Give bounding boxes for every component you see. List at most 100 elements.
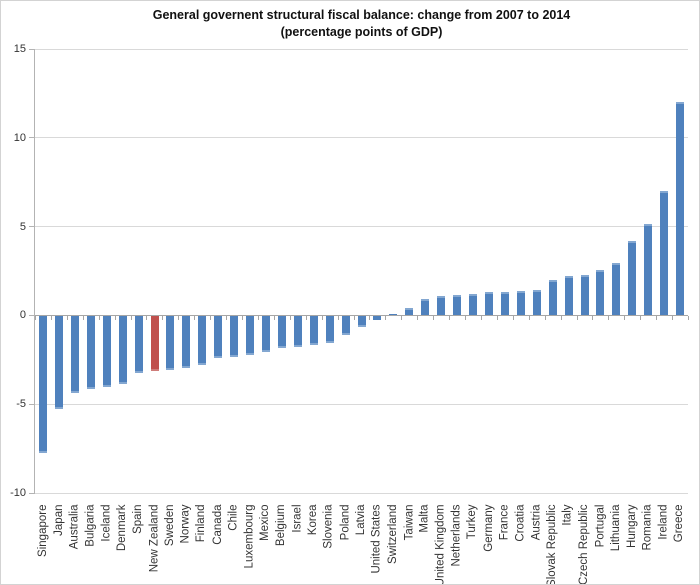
x-axis-label-slovenia: Slovenia [323,504,336,549]
x-tick-mark [67,315,68,320]
bar-singapore [39,316,47,454]
bar-end-highlight [564,276,573,279]
x-tick-mark [385,315,386,320]
x-tick-mark [178,315,179,320]
x-axis-label-new-zealand: New Zealand [148,504,160,573]
bar-end-highlight [341,332,350,335]
bar-united-states [373,316,382,320]
x-axis-label-singapore: Singapore [36,504,49,557]
x-axis-label-france: France [498,504,511,541]
x-axis-label-iceland: Iceland [100,504,113,542]
bar-end-highlight [198,363,207,366]
bar-denmark [118,316,127,384]
x-axis-label-hungary: Hungary [625,504,638,548]
plot-area [29,48,689,494]
y-axis-label: 15 [13,43,26,55]
bar-mexico [261,316,270,352]
gridline-10 [35,137,688,139]
bar-end-highlight [516,290,525,293]
bar-end-highlight [293,345,302,348]
bar-new-zealand [150,316,159,372]
bar-germany [484,292,493,316]
bar-end-highlight [644,223,653,226]
x-axis-label-latvia: Latvia [355,504,367,536]
bar-end-highlight [421,298,430,301]
bar-japan [54,316,63,409]
bar-iceland [102,316,111,388]
x-tick-mark [513,315,514,320]
bar-czech-republic [580,274,589,316]
x-tick-mark [465,315,466,320]
bar-croatia [516,290,525,316]
bar-end-highlight [309,342,318,345]
bar-france [500,292,509,316]
bar-end-highlight [246,353,254,356]
x-tick-mark [672,315,673,320]
x-axis-label-chile: Chile [227,504,240,531]
bar-end-highlight [118,381,127,384]
x-tick-mark [481,315,482,320]
x-tick-mark [226,315,227,320]
x-tick-mark [577,315,578,320]
bar-poland [341,316,350,335]
y-tick-mark [29,403,34,405]
bar-taiwan [405,308,414,316]
x-axis-label-germany: Germany [482,504,495,552]
x-axis-label-luxembourg: Luxembourg [243,504,256,569]
bar-end-highlight [548,279,557,282]
bar-end-highlight [660,191,669,194]
bar-united-kingdom [437,295,446,316]
bar-switzerland [389,313,398,316]
bar-end-highlight [612,263,621,265]
x-axis-label-sweden: Sweden [163,504,176,547]
x-tick-mark [561,315,562,320]
zero-axis-line [35,314,688,316]
bar-end-highlight [277,346,286,349]
bar-turkey [469,294,477,316]
x-tick-mark [545,315,546,320]
bar-lithuania [612,263,621,316]
x-axis-label-australia: Australia [68,504,81,550]
bar-malta [421,298,430,316]
y-axis-labels: 15 10 5 0 -5 -10 [1,44,30,499]
y-axis-label: -5 [16,398,26,411]
x-axis-label-croatia: Croatia [514,504,527,542]
x-axis-label-united-states: United States [370,504,383,574]
x-axis-label-spain: Spain [132,504,144,534]
bar-australia [70,316,79,393]
bar-end-highlight [532,289,541,292]
x-axis-label-malta: Malta [418,504,431,533]
bar-israel [293,316,302,348]
x-axis-label-mexico: Mexico [259,504,272,541]
x-tick-mark [433,315,434,320]
bar-luxembourg [246,316,254,356]
bar-romania [644,223,653,316]
x-axis-label-slovak-republic: Slovak Republic [546,504,559,585]
x-tick-mark [624,315,625,320]
y-axis-label: 5 [19,220,26,233]
bar-norway [182,316,191,368]
bar-ireland [660,191,669,316]
bar-end-highlight [182,365,191,368]
bar-end-highlight [54,406,63,409]
bar-canada [214,316,223,359]
x-axis-label-ireland: Ireland [657,504,670,540]
x-tick-mark [322,315,323,320]
gridline--10 [35,492,688,494]
x-axis-label-netherlands: Netherlands [450,504,463,567]
bar-finland [198,316,207,366]
x-tick-mark [194,315,195,320]
y-axis-label: 0 [19,309,26,322]
x-axis-labels: Singapore Japan Australia Bulgaria Iceland De… [35,498,688,585]
bar-end-highlight [676,102,684,105]
x-axis-label-finland: Finland [195,504,208,543]
x-tick-mark [290,315,291,320]
y-axis-label: 10 [13,131,26,144]
x-tick-mark [417,315,418,320]
bar-hungary [628,240,637,316]
x-axis-label-norway: Norway [179,504,192,544]
x-tick-mark [131,315,132,320]
chart-subtitle: (percentage points of GDP) [280,25,443,39]
bar-portugal [596,270,605,316]
